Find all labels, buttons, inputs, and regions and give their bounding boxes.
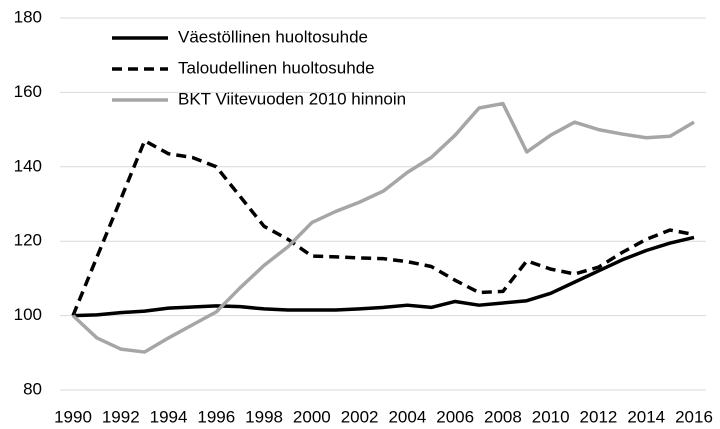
- x-tick-label: 2016: [675, 407, 713, 426]
- x-tick-label: 2008: [484, 407, 522, 426]
- x-tick-label: 1994: [150, 407, 188, 426]
- x-tick-label: 1996: [197, 407, 235, 426]
- y-tick-label: 160: [14, 82, 42, 101]
- series-line: [71, 139, 695, 317]
- y-tick-label: 80: [23, 379, 42, 398]
- y-tick-label: 100: [14, 305, 42, 324]
- x-tick-label: 1992: [102, 407, 140, 426]
- legend-label: Väestöllinen huoltosuhde: [178, 27, 368, 46]
- legend-label: Taloudellinen huoltosuhde: [178, 58, 375, 77]
- x-tick-label: 2000: [293, 407, 331, 426]
- y-tick-label: 140: [14, 156, 42, 175]
- x-tick-label: 2004: [388, 407, 426, 426]
- y-tick-label: 180: [14, 7, 42, 26]
- x-tick-label: 2014: [627, 407, 665, 426]
- y-tick-label: 120: [14, 231, 42, 250]
- x-tick-label: 2012: [580, 407, 618, 426]
- x-tick-label: 2002: [341, 407, 379, 426]
- legend-label: BKT Viitevuoden 2010 hinnoin: [178, 89, 406, 108]
- series-line: [72, 235, 695, 318]
- x-tick-label: 2010: [532, 407, 570, 426]
- x-tick-label: 1998: [245, 407, 283, 426]
- series-line: [71, 101, 695, 354]
- x-tick-label: 1990: [54, 407, 92, 426]
- x-tick-label: 2006: [436, 407, 474, 426]
